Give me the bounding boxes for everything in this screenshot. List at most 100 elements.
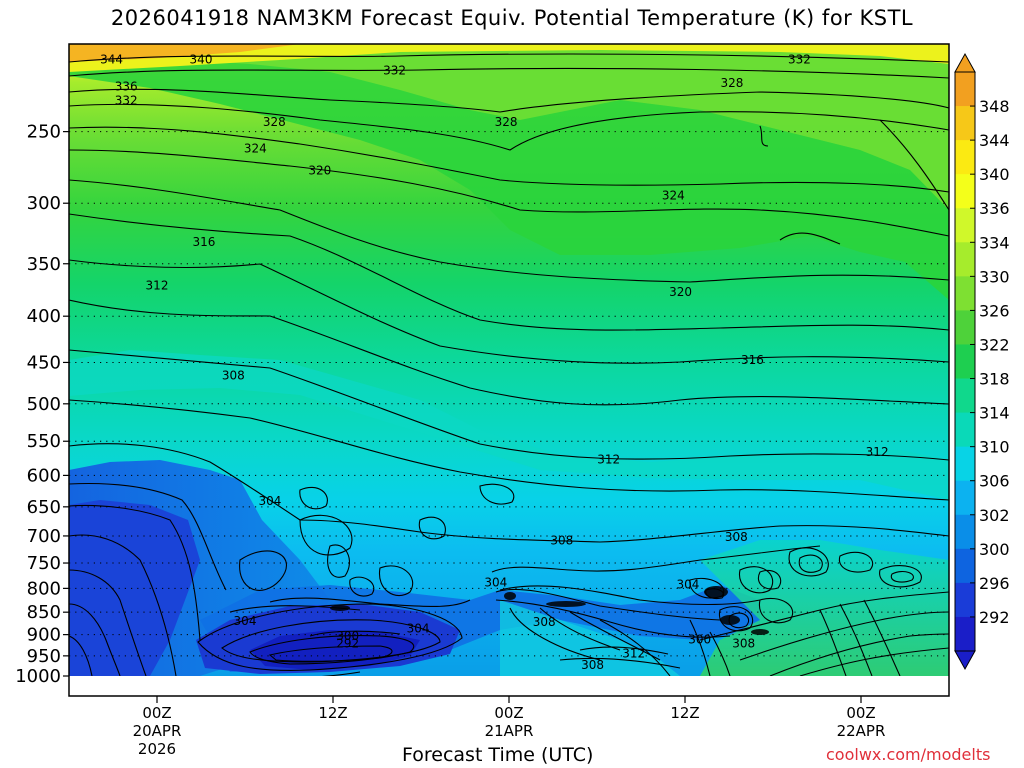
contours: [69, 53, 949, 676]
contour-label-6: 328: [263, 115, 286, 129]
colorbar-label-292: 292: [979, 608, 1010, 627]
contour-label-9: 324: [244, 142, 267, 156]
y-tick-label-900: 900: [27, 625, 61, 646]
colorbar-label-300: 300: [979, 540, 1010, 559]
y-tick-label-250: 250: [27, 122, 61, 143]
contour-label-27: 304: [676, 577, 699, 591]
contour-label-21: 308: [725, 530, 748, 544]
y-tick-label-850: 850: [27, 602, 61, 623]
colorbar-swatch-11: [955, 446, 975, 482]
upper-lime-band: [69, 44, 949, 210]
contour-label-3: 332: [115, 94, 138, 108]
colorbar-label-296: 296: [979, 574, 1010, 593]
colorbar-swatch-0: [955, 72, 975, 107]
colorbar-swatch-10: [955, 412, 975, 448]
y-tick-label-650: 650: [27, 497, 61, 518]
chart-title: 2026041918 NAM3KM Forecast Equiv. Potent…: [110, 6, 914, 30]
y-tick-label-1000: 1000: [15, 666, 61, 687]
colorbar-swatch-16: [955, 616, 975, 652]
contour-label-11: 320: [308, 163, 331, 177]
x-tick-label-4-1: 22APR: [837, 722, 886, 740]
contour-label-15: 312: [146, 279, 169, 293]
x-tick-label-4-0: 00Z: [846, 704, 875, 722]
contour-label-8: 328: [720, 76, 743, 90]
y-tick-label-350: 350: [27, 254, 61, 275]
x-tick-label-2-1: 21APR: [485, 722, 534, 740]
colorbar-swatch-5: [955, 242, 975, 277]
x-tick-label-0-2: 2026: [138, 740, 176, 758]
colorbar-label-330: 330: [979, 267, 1010, 286]
x-tick-label-3-0: 12Z: [670, 704, 699, 722]
colorbar-label-310: 310: [979, 438, 1010, 457]
colorbar-label-322: 322: [979, 335, 1010, 354]
colorbar-swatch-6: [955, 276, 975, 311]
x-tick-label-0-1: 20APR: [133, 722, 182, 740]
colorbar-swatch-1: [955, 106, 975, 141]
contour-label-7: 328: [495, 115, 518, 129]
colorbar-swatch-2: [955, 140, 975, 175]
contour-label-22: 308: [533, 615, 556, 629]
contour-label-32: 292: [336, 636, 359, 650]
contour-label-5: 332: [788, 52, 811, 66]
x-tick-label-2-0: 00Z: [494, 704, 523, 722]
contour-label-18: 312: [622, 646, 645, 660]
contour-label-29: 304: [407, 621, 430, 635]
colorbar-swatch-3: [955, 174, 975, 209]
contour-label-2: 336: [115, 80, 138, 94]
y-tick-label-450: 450: [27, 352, 61, 373]
mid-cyan-band: [69, 350, 949, 500]
colorbar-swatch-13: [955, 514, 975, 550]
contour-label-28: 304: [234, 614, 257, 628]
contour-label-17: 312: [866, 445, 889, 459]
colorbar-swatch-14: [955, 548, 975, 584]
colorbar-top-arrow: [954, 52, 976, 73]
top-orange-band: [69, 44, 300, 62]
y-tick-label-800: 800: [27, 578, 61, 599]
contour-label-10: 324: [662, 188, 685, 202]
right-green-region: [700, 540, 949, 676]
colorbar-label-302: 302: [979, 506, 1010, 525]
y-tick-label-550: 550: [27, 431, 61, 452]
ground-fill: [69, 676, 949, 696]
contour-label-0: 344: [100, 52, 123, 66]
x-tick-label-1-0: 12Z: [318, 704, 347, 722]
colorbar-label-344: 344: [979, 131, 1010, 150]
y-tick-label-600: 600: [27, 465, 61, 486]
colorbar-swatch-4: [955, 208, 975, 243]
colorbar-frame: [954, 71, 976, 652]
credit-link[interactable]: coolwx.com/modelts: [826, 745, 991, 764]
y-tick-label-750: 750: [27, 553, 61, 574]
colorbar: 348 344 340 336 334 330 326 322 318 314 310 306 302 3…: [954, 52, 1010, 671]
y-axis: 2503003504004505005506006507007508008509…: [15, 122, 69, 687]
contour-label-4: 332: [383, 64, 406, 78]
colorbar-label-326: 326: [979, 301, 1010, 320]
colorbar-label-314: 314: [979, 404, 1010, 423]
y-tick-label-500: 500: [27, 394, 61, 415]
colorbar-label-334: 334: [979, 233, 1010, 252]
y-tick-label-700: 700: [27, 526, 61, 547]
left-deep-blue: [69, 500, 200, 676]
contour-label-16: 312: [597, 452, 620, 466]
contour-label-26: 304: [484, 575, 507, 589]
contour-label-1: 340: [190, 52, 213, 66]
colorbar-bottom-arrow: [954, 650, 976, 671]
contour-label-14: 316: [741, 353, 764, 367]
intense-gradient-zone: [330, 586, 769, 635]
contour-label-13: 316: [192, 235, 215, 249]
colorbar-label-318: 318: [979, 370, 1010, 389]
colorbar-swatch-15: [955, 582, 975, 618]
contour-label-25: 304: [258, 494, 281, 508]
colorbar-label-348: 348: [979, 97, 1010, 116]
top-yellow-band: [69, 44, 949, 72]
contour-label-20: 308: [550, 533, 573, 547]
colorbar-label-336: 336: [979, 199, 1010, 218]
y-tick-label-400: 400: [27, 306, 61, 327]
contour-label-23: 308: [581, 658, 604, 672]
contour-label-19: 308: [222, 368, 245, 382]
x-axis-title: Forecast Time (UTC): [402, 744, 594, 766]
contour-label-31: 300: [688, 632, 711, 646]
